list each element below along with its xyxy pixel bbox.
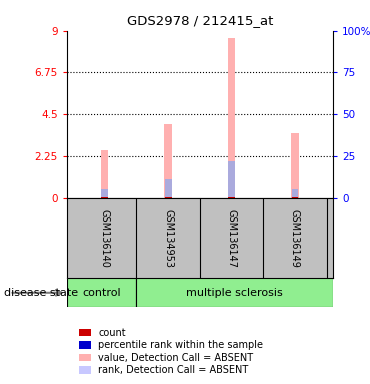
Legend: count, percentile rank within the sample, value, Detection Call = ABSENT, rank, : count, percentile rank within the sample… xyxy=(79,328,263,375)
Bar xyxy=(228,161,235,198)
Bar xyxy=(164,124,172,198)
Text: multiple sclerosis: multiple sclerosis xyxy=(186,288,283,298)
Text: disease state: disease state xyxy=(4,288,78,298)
Title: GDS2978 / 212415_at: GDS2978 / 212415_at xyxy=(127,14,273,27)
Text: GSM136140: GSM136140 xyxy=(100,209,110,268)
Text: GSM134953: GSM134953 xyxy=(163,209,173,268)
Bar xyxy=(292,189,298,198)
Bar xyxy=(291,133,299,198)
Bar xyxy=(137,278,333,307)
Text: GSM136149: GSM136149 xyxy=(290,209,300,268)
Bar xyxy=(292,197,298,198)
Text: control: control xyxy=(82,288,121,298)
Bar xyxy=(101,149,108,198)
Bar xyxy=(67,278,137,307)
Text: GSM136147: GSM136147 xyxy=(226,209,236,268)
Bar xyxy=(228,197,235,198)
Bar xyxy=(101,189,108,198)
Bar xyxy=(228,38,235,198)
Bar xyxy=(165,179,172,198)
Bar xyxy=(101,197,108,198)
Bar xyxy=(165,197,172,198)
